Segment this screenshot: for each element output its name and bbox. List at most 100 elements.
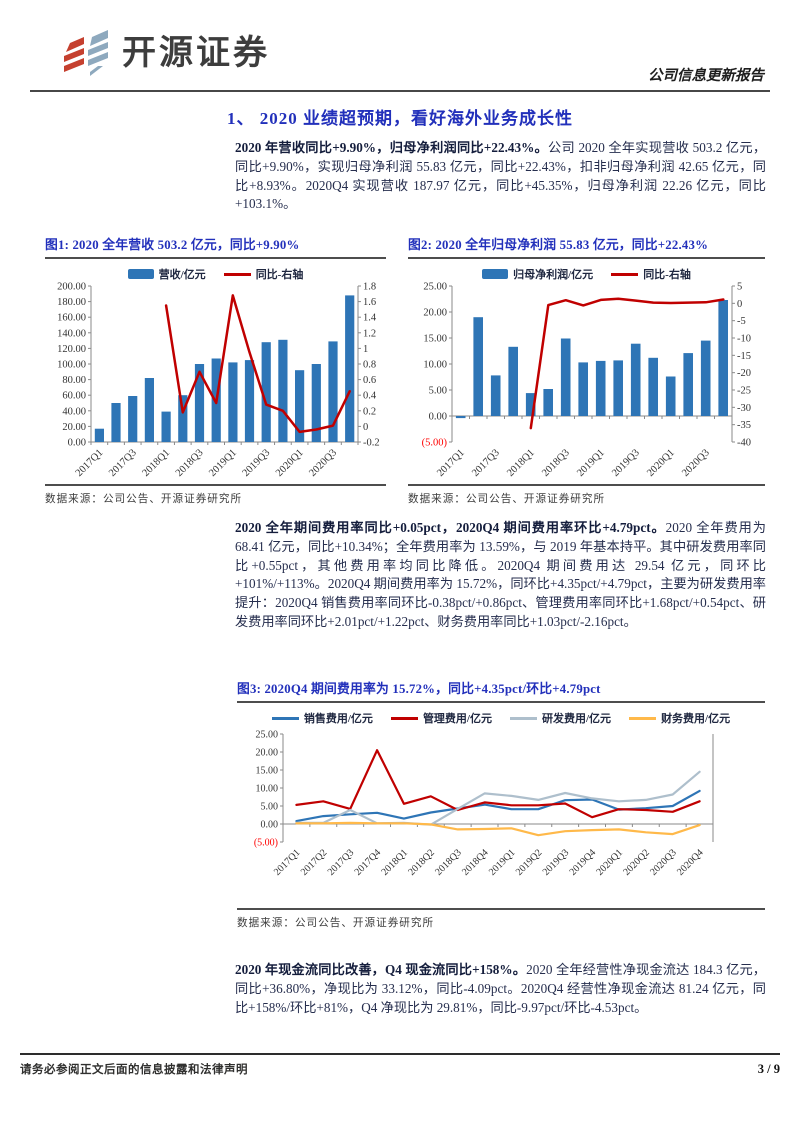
svg-text:2017Q1: 2017Q1 bbox=[272, 847, 303, 878]
svg-text:120.00: 120.00 bbox=[57, 344, 86, 355]
svg-text:0.00: 0.00 bbox=[429, 412, 447, 423]
svg-text:2019Q3: 2019Q3 bbox=[541, 847, 572, 878]
svg-text:2020Q3: 2020Q3 bbox=[648, 847, 679, 878]
svg-text:2020Q2: 2020Q2 bbox=[621, 847, 652, 878]
svg-text:100.00: 100.00 bbox=[57, 360, 86, 371]
paragraph-1-text: 公司 2020 全年实现营收 503.2 亿元，同比+9.90%，实现归母净利润… bbox=[235, 140, 767, 212]
svg-text:2018Q1: 2018Q1 bbox=[505, 447, 537, 479]
figure-1-caption: 数据来源：公司公告、开源证券研究所 bbox=[45, 484, 386, 506]
svg-text:2019Q1: 2019Q1 bbox=[487, 847, 518, 878]
svg-text:2020Q3: 2020Q3 bbox=[307, 447, 339, 479]
figure-3-title: 图3: 2020Q4 期间费用率为 15.72%，同比+4.35pct/环比+4… bbox=[237, 678, 765, 703]
figure-3: 图3: 2020Q4 期间费用率为 15.72%，同比+4.35pct/环比+4… bbox=[237, 678, 765, 930]
section-title: 1、 2020 业绩超预期，看好海外业务成长性 bbox=[227, 109, 573, 128]
svg-text:2017Q4: 2017Q4 bbox=[353, 847, 384, 878]
svg-text:60.00: 60.00 bbox=[62, 391, 86, 402]
svg-text:0.6: 0.6 bbox=[363, 375, 376, 386]
svg-text:1.6: 1.6 bbox=[363, 297, 376, 308]
svg-text:2017Q1: 2017Q1 bbox=[74, 447, 106, 479]
svg-text:1: 1 bbox=[363, 344, 368, 355]
svg-text:2018Q1: 2018Q1 bbox=[379, 847, 410, 878]
svg-text:15.00: 15.00 bbox=[256, 766, 279, 777]
report-type-label: 公司信息更新报告 bbox=[648, 68, 764, 84]
header-rule bbox=[30, 90, 770, 92]
svg-text:5: 5 bbox=[737, 282, 742, 293]
svg-text:200.00: 200.00 bbox=[57, 282, 86, 293]
svg-text:0.00: 0.00 bbox=[261, 820, 279, 831]
svg-text:-40: -40 bbox=[737, 438, 751, 449]
svg-text:2019Q2: 2019Q2 bbox=[514, 847, 545, 878]
svg-text:10.00: 10.00 bbox=[256, 784, 279, 795]
svg-text:2017Q3: 2017Q3 bbox=[470, 447, 502, 479]
svg-text:-5: -5 bbox=[737, 316, 746, 327]
svg-text:-35: -35 bbox=[737, 420, 751, 431]
svg-text:(5.00): (5.00) bbox=[422, 438, 448, 449]
svg-text:2020Q1: 2020Q1 bbox=[594, 847, 625, 878]
figure-3-chart: (5.00) 0.00 5.00 10.00 15.00 20.00 25.00 2017Q1… bbox=[237, 726, 765, 906]
svg-text:0: 0 bbox=[363, 422, 368, 433]
svg-text:10.00: 10.00 bbox=[423, 360, 447, 371]
svg-text:40.00: 40.00 bbox=[62, 406, 86, 417]
figure-1-chart: 0.00 20.00 40.00 60.00 80.00 100.00 120.00 140.… bbox=[45, 282, 386, 482]
svg-text:2017Q3: 2017Q3 bbox=[326, 847, 357, 878]
page-number: 3 / 9 bbox=[757, 1062, 780, 1076]
svg-text:2020Q1: 2020Q1 bbox=[274, 447, 306, 479]
svg-text:0.8: 0.8 bbox=[363, 360, 376, 371]
page-footer: 请务必参阅正文后面的信息披露和法律声明 3 / 9 bbox=[20, 1053, 780, 1077]
svg-text:5.00: 5.00 bbox=[429, 386, 447, 397]
svg-text:2020Q1: 2020Q1 bbox=[645, 447, 677, 479]
svg-text:15.00: 15.00 bbox=[423, 334, 447, 345]
paragraph-2-lead: 2020 全年期间费用率同比+0.05pct，2020Q4 期间费用率环比+4.… bbox=[235, 520, 666, 535]
svg-text:-20: -20 bbox=[737, 368, 751, 379]
figure-3-legend: 销售费用/亿元 管理费用/亿元 研发费用/亿元 财务费用/亿元 bbox=[237, 710, 765, 726]
svg-text:2018Q4: 2018Q4 bbox=[460, 847, 491, 878]
svg-text:20.00: 20.00 bbox=[62, 422, 86, 433]
svg-text:2019Q3: 2019Q3 bbox=[241, 447, 273, 479]
figure-1-legend: 营收/亿元 同比-右轴 bbox=[45, 266, 386, 282]
svg-text:0.00: 0.00 bbox=[68, 438, 86, 449]
svg-text:0.4: 0.4 bbox=[363, 391, 377, 402]
svg-text:2019Q4: 2019Q4 bbox=[568, 847, 599, 878]
svg-text:2018Q3: 2018Q3 bbox=[174, 447, 206, 479]
svg-text:-25: -25 bbox=[737, 386, 751, 397]
figure-2: 图2: 2020 全年归母净利润 55.83 亿元，同比+22.43% 归母净利… bbox=[408, 234, 765, 506]
figure-1-title: 图1: 2020 全年营收 503.2 亿元，同比+9.90% bbox=[45, 234, 386, 259]
svg-text:2019Q3: 2019Q3 bbox=[610, 447, 642, 479]
footer-disclaimer: 请务必参阅正文后面的信息披露和法律声明 bbox=[20, 1064, 248, 1076]
svg-text:2018Q1: 2018Q1 bbox=[141, 447, 173, 479]
svg-text:140.00: 140.00 bbox=[57, 328, 86, 339]
paragraph-2: 2020 全年期间费用率同比+0.05pct，2020Q4 期间费用率环比+4.… bbox=[235, 519, 766, 632]
svg-text:1.8: 1.8 bbox=[363, 282, 376, 293]
paragraph-3-lead: 2020 年现金流同比改善，Q4 现金流同比+158%。 bbox=[235, 962, 527, 977]
header-logo: 开源证券 bbox=[58, 22, 270, 83]
svg-text:2018Q3: 2018Q3 bbox=[433, 847, 464, 878]
svg-text:5.00: 5.00 bbox=[261, 802, 279, 813]
figure-1: 图1: 2020 全年营收 503.2 亿元，同比+9.90% 营收/亿元 同比-… bbox=[45, 234, 386, 506]
svg-text:2019Q1: 2019Q1 bbox=[207, 447, 239, 479]
paragraph-1-lead: 2020 年营收同比+9.90%，归母净利润同比+22.43%。 bbox=[235, 140, 548, 155]
svg-text:(5.00): (5.00) bbox=[254, 838, 278, 849]
svg-text:2019Q1: 2019Q1 bbox=[575, 447, 607, 479]
svg-text:20.00: 20.00 bbox=[423, 308, 447, 319]
figure-2-legend: 归母净利润/亿元 同比-右轴 bbox=[408, 266, 765, 282]
svg-text:0.2: 0.2 bbox=[363, 406, 376, 417]
svg-text:25.00: 25.00 bbox=[423, 282, 447, 293]
paragraph-2-text: 2020 全年费用为 68.41 亿元，同比+10.34%；全年费用率为 13.… bbox=[235, 520, 766, 629]
svg-text:80.00: 80.00 bbox=[62, 375, 86, 386]
svg-text:-0.2: -0.2 bbox=[363, 438, 380, 449]
brand-mark-icon bbox=[58, 22, 112, 83]
svg-text:25.00: 25.00 bbox=[256, 730, 279, 741]
paragraph-3-text: 2020 全年经营性净现金流达 184.3 亿元，同比+36.80%，净现比为 … bbox=[235, 962, 766, 1015]
svg-text:2017Q1: 2017Q1 bbox=[435, 447, 467, 479]
svg-text:20.00: 20.00 bbox=[256, 748, 279, 759]
svg-text:-15: -15 bbox=[737, 351, 751, 362]
svg-text:2020Q3: 2020Q3 bbox=[680, 447, 712, 479]
figure-3-caption: 数据来源：公司公告、开源证券研究所 bbox=[237, 908, 765, 930]
svg-text:1.2: 1.2 bbox=[363, 328, 376, 339]
svg-text:-10: -10 bbox=[737, 334, 751, 345]
svg-text:1.4: 1.4 bbox=[363, 313, 377, 324]
paragraph-1: 2020 年营收同比+9.90%，归母净利润同比+22.43%。公司 2020 … bbox=[235, 139, 766, 214]
svg-text:-30: -30 bbox=[737, 403, 751, 414]
brand-name: 开源证券 bbox=[122, 33, 270, 72]
